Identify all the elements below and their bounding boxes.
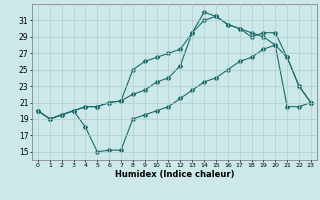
- X-axis label: Humidex (Indice chaleur): Humidex (Indice chaleur): [115, 170, 234, 179]
